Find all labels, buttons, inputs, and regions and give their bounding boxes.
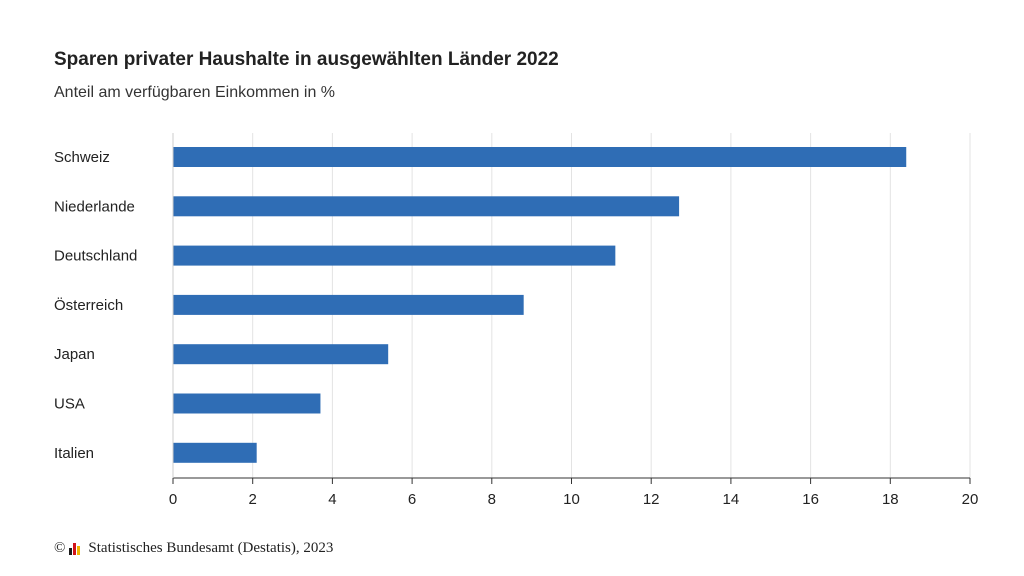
- chart-subtitle: Anteil am verfügbaren Einkommen in %: [54, 84, 336, 101]
- x-tick-label: 16: [802, 491, 819, 508]
- bar: [173, 245, 616, 266]
- chart-title: Sparen privater Haushalte in ausgewählte…: [54, 49, 559, 70]
- x-tick-label: 0: [169, 491, 177, 508]
- bar: [173, 344, 389, 365]
- category-label: Japan: [54, 346, 95, 363]
- x-axis: 0 2 4 6 8 10 12 14 16 18 20: [169, 133, 979, 508]
- bar: [173, 147, 907, 167]
- category-label: Deutschland: [54, 248, 137, 265]
- x-tick-label: 12: [643, 491, 660, 508]
- category-label: Niederlande: [54, 198, 135, 215]
- bar: [173, 196, 680, 217]
- source-footer: © Statistisches Bundesamt (Destatis), 20…: [54, 540, 333, 557]
- x-tick-label: 10: [563, 491, 580, 508]
- x-tick-label: 18: [882, 491, 899, 508]
- category-label: Österreich: [54, 296, 123, 314]
- copyright-symbol: ©: [54, 540, 66, 556]
- x-tick-label: 8: [488, 491, 496, 508]
- x-tick-label: 14: [723, 491, 740, 508]
- x-tick-label: 6: [408, 491, 416, 508]
- bar: [173, 294, 524, 315]
- source-text: Statistisches Bundesamt (Destatis), 2023: [88, 540, 334, 556]
- bar: [173, 393, 321, 414]
- x-tick-label: 20: [962, 491, 979, 508]
- destatis-logo-icon: [69, 542, 83, 555]
- category-labels: Schweiz Niederlande Deutschland Österreich J…: [54, 149, 137, 462]
- x-tick-label: 4: [328, 491, 336, 508]
- x-tick-label: 2: [249, 491, 257, 508]
- bar: [173, 442, 257, 463]
- category-label: Schweiz: [54, 149, 110, 166]
- grid-lines: [252, 133, 971, 478]
- category-label: Italien: [54, 445, 94, 462]
- category-label: USA: [54, 396, 85, 413]
- bars: [173, 147, 907, 463]
